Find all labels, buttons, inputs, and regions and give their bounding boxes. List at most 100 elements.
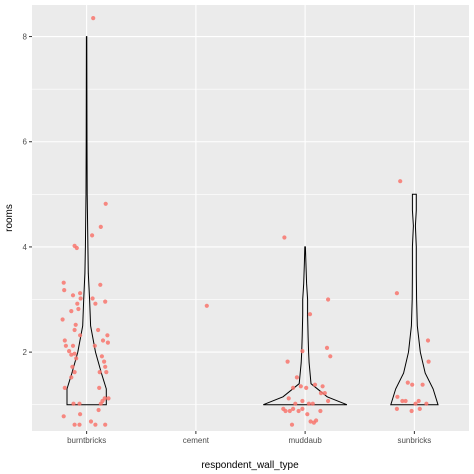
data-point-muddaub <box>285 359 290 364</box>
data-point-sunbricks <box>420 382 425 387</box>
violin-layer <box>66 36 439 406</box>
data-point-muddaub <box>289 422 295 427</box>
data-point-burntbricks <box>97 370 102 375</box>
y-tick-label: 6 <box>23 138 28 147</box>
data-point-burntbricks <box>98 224 103 229</box>
data-point-sunbricks <box>394 406 399 411</box>
data-point-burntbricks <box>71 401 76 406</box>
data-point-burntbricks <box>61 280 66 285</box>
data-point-sunbricks <box>410 382 415 387</box>
data-point-muddaub <box>286 396 291 401</box>
data-point-muddaub <box>308 419 313 424</box>
data-point-muddaub <box>314 418 319 423</box>
data-point-muddaub <box>324 345 330 350</box>
data-point-sunbricks <box>413 401 418 406</box>
data-point-muddaub <box>296 408 301 414</box>
y-tick-label: 4 <box>23 243 28 252</box>
data-point-sunbricks <box>405 380 410 385</box>
data-point-muddaub <box>300 406 305 411</box>
data-point-burntbricks <box>97 385 102 390</box>
data-point-muddaub <box>293 401 298 406</box>
data-point-burntbricks <box>62 385 67 390</box>
data-point-burntbricks <box>61 414 66 419</box>
data-point-burntbricks <box>76 306 81 312</box>
violin-burntbricks <box>66 36 107 406</box>
data-point-burntbricks <box>73 322 78 327</box>
data-point-muddaub <box>310 401 315 406</box>
data-point-burntbricks <box>78 291 83 296</box>
data-point-muddaub <box>305 412 310 417</box>
data-point-burntbricks <box>91 16 96 21</box>
data-point-burntbricks <box>105 333 110 338</box>
violin-sunbricks <box>390 193 439 406</box>
data-point-muddaub <box>318 408 323 414</box>
data-point-sunbricks <box>417 406 422 411</box>
data-point-burntbricks <box>103 201 108 206</box>
data-point-burntbricks <box>62 288 67 293</box>
data-point-muddaub <box>326 398 331 404</box>
violin-muddaub <box>263 246 348 406</box>
data-point-burntbricks <box>90 296 95 301</box>
data-point-burntbricks <box>75 301 80 306</box>
data-point-muddaub <box>283 408 288 414</box>
data-point-sunbricks <box>398 179 403 184</box>
data-point-burntbricks <box>106 396 111 401</box>
data-point-muddaub <box>291 385 296 390</box>
y-axis-ticks: 2 4 6 8 <box>23 33 32 357</box>
data-point-muddaub <box>282 235 287 240</box>
data-point-sunbricks <box>395 394 400 399</box>
data-point-muddaub <box>294 375 299 380</box>
data-point-sunbricks <box>403 398 408 404</box>
data-point-burntbricks <box>72 351 77 356</box>
data-point-burntbricks <box>96 407 101 413</box>
data-point-burntbricks <box>72 422 77 427</box>
data-point-muddaub <box>320 384 325 389</box>
data-point-burntbricks <box>74 245 79 251</box>
data-point-burntbricks <box>78 296 83 301</box>
data-point-burntbricks <box>69 375 74 380</box>
data-point-sunbricks <box>416 398 421 404</box>
y-axis-title: rooms <box>4 204 15 232</box>
data-point-burntbricks <box>60 317 65 322</box>
data-point-burntbricks <box>98 401 103 406</box>
data-point-burntbricks <box>78 412 83 417</box>
data-point-burntbricks <box>105 340 110 345</box>
data-point-burntbricks <box>63 343 68 348</box>
data-point-burntbricks <box>93 301 98 306</box>
y-tick-label: 2 <box>23 348 28 357</box>
data-point-sunbricks <box>424 401 429 406</box>
data-point-burntbricks <box>77 401 82 406</box>
data-point-burntbricks <box>69 352 74 357</box>
data-point-muddaub <box>291 406 296 411</box>
data-point-burntbricks <box>62 338 67 343</box>
data-point-sunbricks <box>409 408 414 414</box>
data-point-muddaub <box>287 408 292 414</box>
data-point-burntbricks <box>96 327 101 333</box>
data-point-burntbricks <box>69 309 74 314</box>
x-axis-ticks: burntbricks cement muddaub sunbricks <box>67 431 431 445</box>
data-point-muddaub <box>300 349 305 354</box>
x-tick-label-burntbricks: burntbricks <box>67 436 106 445</box>
data-point-burntbricks <box>74 356 79 361</box>
data-point-muddaub <box>328 354 333 359</box>
data-point-burntbricks <box>90 233 95 238</box>
data-point-sunbricks <box>425 338 431 343</box>
data-point-burntbricks <box>93 422 98 427</box>
data-point-burntbricks <box>88 419 94 424</box>
data-point-muddaub <box>322 391 327 396</box>
data-point-muddaub <box>306 401 311 406</box>
data-point-burntbricks <box>103 299 108 304</box>
x-tick-label-cement: cement <box>183 436 210 445</box>
data-point-burntbricks <box>72 370 77 375</box>
data-point-burntbricks <box>67 349 72 354</box>
data-point-burntbricks <box>100 338 106 343</box>
x-tick-label-muddaub: muddaub <box>288 436 322 445</box>
data-point-burntbricks <box>103 422 108 427</box>
data-point-cement <box>204 303 209 308</box>
data-point-muddaub <box>312 382 318 387</box>
y-tick-label: 8 <box>23 33 28 42</box>
data-point-burntbricks <box>70 364 75 369</box>
data-point-burntbricks <box>77 422 82 427</box>
major-gridlines <box>32 5 469 431</box>
data-point-muddaub <box>318 391 324 396</box>
